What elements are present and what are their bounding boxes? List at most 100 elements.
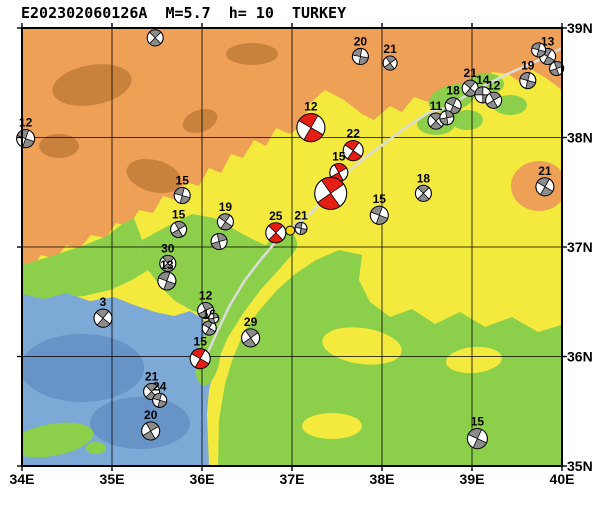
beachball-quadrants <box>417 184 430 202</box>
event-day-label: 24 <box>153 379 167 393</box>
y-axis-label: 35N <box>567 458 593 474</box>
event-day-label: 25 <box>269 209 283 223</box>
event-day-label: 29 <box>244 315 258 329</box>
deep-sea-patch <box>90 397 190 449</box>
figure-title: E202302060126A M=5.7 h= 10 TURKEY <box>21 4 347 22</box>
event-day-label: 21 <box>538 164 552 178</box>
event-day-label: 18 <box>446 84 460 98</box>
focal-mechanism[interactable]: 12 <box>483 78 505 111</box>
beachball-quadrants <box>429 112 443 130</box>
valley-patch <box>451 110 483 130</box>
x-axis-label: 40E <box>550 471 575 487</box>
event-day-label: 20 <box>354 34 368 48</box>
beachball-quadrants <box>242 328 259 348</box>
beachball-quadrants <box>210 233 228 250</box>
epicenter-marker[interactable] <box>285 225 296 236</box>
focal-mechanism[interactable]: 18 <box>412 171 435 204</box>
x-axis-label: 36E <box>190 471 215 487</box>
focal-mechanism[interactable]: 19 <box>214 200 236 233</box>
focal-mechanism[interactable]: 15 <box>187 335 214 373</box>
focal-mechanism[interactable] <box>530 41 547 58</box>
beachball-quadrants <box>95 308 111 328</box>
x-axis-label: 39E <box>460 471 485 487</box>
focal-mechanism[interactable]: 30 <box>157 241 180 274</box>
deep-sea-patch <box>22 334 144 402</box>
mountain-patch <box>226 43 278 65</box>
focal-mechanism[interactable]: 18 <box>442 84 463 117</box>
event-day-label: 30 <box>161 241 175 255</box>
focal-mechanism[interactable]: 3 <box>90 295 115 331</box>
beachball-quadrants <box>152 392 167 408</box>
beachball-quadrants <box>352 48 369 65</box>
highland-terrain <box>22 28 562 269</box>
focal-mechanism[interactable] <box>548 60 566 78</box>
plateau-patch <box>446 346 502 374</box>
focal-mechanism[interactable]: 25 <box>262 209 290 247</box>
y-axis-label: 38N <box>567 130 593 146</box>
beachball-quadrants <box>268 222 284 244</box>
focal-mechanism[interactable]: 15 <box>368 192 391 227</box>
focal-mechanism[interactable]: 20 <box>138 408 163 443</box>
beachball-quadrants <box>173 187 191 204</box>
focal-mechanism[interactable] <box>209 232 229 252</box>
focal-mechanism[interactable]: 21 <box>533 164 558 199</box>
event-day-label: 18 <box>417 171 431 185</box>
beachball-quadrants <box>383 55 397 71</box>
focal-mechanism[interactable]: 21 <box>459 66 482 99</box>
beachball-quadrants <box>294 222 308 235</box>
beachball-quadrants <box>519 72 537 89</box>
event-day-label: 15 <box>471 415 485 429</box>
beachball-quadrants <box>142 421 160 441</box>
beachball-quadrants <box>486 91 502 109</box>
y-axis-label: 37N <box>567 239 593 255</box>
beachball-quadrants <box>208 312 220 324</box>
beachball-quadrants <box>190 348 210 370</box>
focal-mechanism[interactable]: 20 <box>351 34 370 66</box>
event-day-label: 21 <box>294 208 308 222</box>
x-axis-label: 34E <box>10 471 35 487</box>
beachball-quadrants <box>161 255 175 272</box>
event-day-label: 15 <box>194 335 208 349</box>
cyprus-island <box>22 422 94 458</box>
focal-mechanism[interactable] <box>308 171 353 216</box>
focal-mechanism[interactable]: 29 <box>238 315 263 351</box>
focal-mechanism[interactable]: 15 <box>172 174 192 206</box>
event-day-label: 13 <box>160 258 174 272</box>
focal-mechanism[interactable]: 15 <box>464 415 491 452</box>
event-day-label: 11 <box>430 99 443 113</box>
event-day-label: 13 <box>541 34 555 48</box>
event-day-label: 19 <box>219 200 233 214</box>
beachball-quadrants <box>549 61 564 76</box>
focal-mechanism[interactable] <box>208 312 220 324</box>
focal-mechanism[interactable]: 22 <box>339 127 367 165</box>
event-day-label: 12 <box>304 100 318 114</box>
focal-mechanism[interactable] <box>439 110 455 126</box>
event-day-label: 12 <box>487 78 501 92</box>
beachball-quadrants <box>148 29 162 47</box>
beachball-quadrants <box>298 113 324 143</box>
beachball-quadrants <box>370 205 389 225</box>
beachball-quadrants <box>157 271 176 291</box>
focal-mechanism[interactable]: 21 <box>380 42 399 73</box>
coastal-plain <box>22 218 148 300</box>
beachball-quadrants <box>344 140 362 162</box>
y-axis-label: 36N <box>567 349 593 365</box>
focal-mechanism[interactable]: 15 <box>168 207 190 240</box>
focal-mechanism[interactable]: 19 <box>518 59 538 91</box>
beachball-quadrants <box>467 428 487 449</box>
islet <box>86 442 106 454</box>
event-day-label: 15 <box>176 174 190 188</box>
focal-mechanism[interactable]: 24 <box>151 379 168 409</box>
focal-mechanism[interactable] <box>144 27 167 50</box>
event-day-label: 19 <box>521 59 535 73</box>
focal-mechanism[interactable]: 21 <box>294 208 308 235</box>
mountain-patch <box>126 158 182 194</box>
event-day-label: 14 <box>476 73 490 87</box>
focal-mechanism[interactable]: 12 <box>195 289 216 322</box>
event-day-label: 12 <box>19 116 33 130</box>
focal-mechanism[interactable]: 13 <box>155 258 178 293</box>
focal-mechanism[interactable]: 12 <box>292 100 330 147</box>
